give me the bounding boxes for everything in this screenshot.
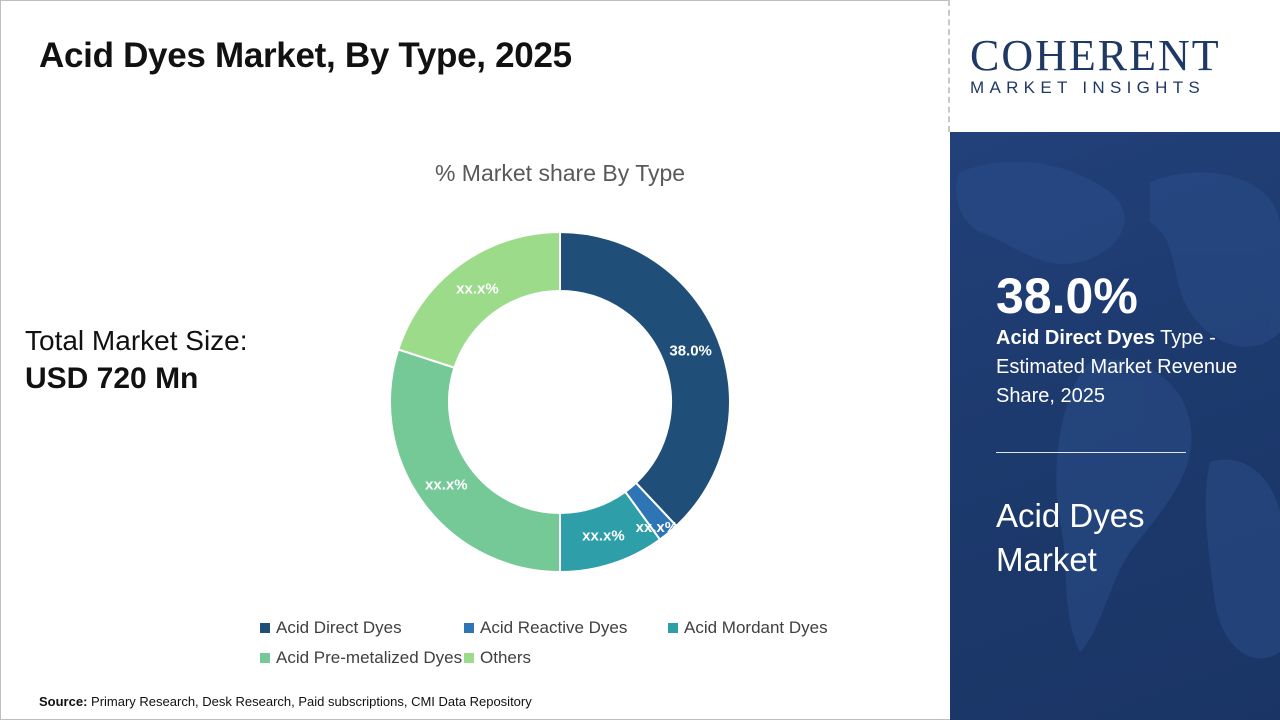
- legend-swatch: [668, 623, 678, 633]
- legend-label: Others: [480, 648, 532, 667]
- logo-tagline: MARKET INSIGHTS: [970, 78, 1206, 97]
- slice-acid-pre-metalized-dyes: [389, 348, 561, 574]
- logo-wordmark: COHERENT: [970, 31, 1221, 80]
- panel-divider: [996, 452, 1186, 453]
- legend-item-acid-premetalized: Acid Pre-metalized Dyes: [260, 648, 462, 668]
- total-market-value: USD 720 Mn: [25, 362, 199, 395]
- legend-item-acid-mordant: Acid Mordant Dyes: [668, 618, 828, 638]
- divider: [948, 0, 950, 132]
- legend-item-others: Others: [464, 648, 531, 668]
- legend-label: Acid Mordant Dyes: [684, 618, 828, 637]
- legend-swatch: [260, 653, 270, 663]
- legend-label: Acid Reactive Dyes: [480, 618, 628, 637]
- slice-others: [397, 230, 561, 369]
- highlight-panel: 38.0% Acid Direct Dyes Type - Estimated …: [950, 132, 1280, 720]
- legend-swatch: [464, 653, 474, 663]
- market-name: Acid Dyes Market: [996, 497, 1145, 578]
- highlight-suffix: Type - Estimated Market Revenue Share, 2…: [996, 327, 1238, 407]
- total-market-label: Total Market Size:: [25, 325, 248, 356]
- company-logo: COHERENT MARKET INSIGHTS: [950, 0, 1280, 132]
- chart-title: % Market share By Type: [434, 160, 686, 186]
- legend-swatch: [464, 623, 474, 633]
- donut-chart: 38.0% xx.x% xx.x% xx.x% xx.x%: [389, 230, 731, 574]
- data-label-acid-reactive-dyes: xx.x%: [636, 519, 679, 536]
- highlight-percent: 38.0%: [996, 268, 1138, 324]
- source-note: Source: Primary Research, Desk Research,…: [39, 694, 532, 709]
- legend-item-acid-reactive: Acid Reactive Dyes: [464, 618, 627, 638]
- world-map-background: [956, 161, 1280, 659]
- data-label-acid-mordant-dyes: xx.x%: [582, 528, 625, 545]
- page-title: Acid Dyes Market, By Type, 2025: [39, 36, 572, 75]
- data-label-acid-direct-dyes: 38.0%: [669, 342, 712, 359]
- legend-swatch: [260, 623, 270, 633]
- legend-label: Acid Pre-metalized Dyes: [276, 648, 463, 667]
- source-label: Source:: [39, 694, 88, 709]
- legend-item-acid-direct: Acid Direct Dyes: [260, 618, 402, 638]
- data-label-others: xx.x%: [456, 280, 499, 297]
- legend-label: Acid Direct Dyes: [276, 618, 402, 637]
- source-text: Primary Research, Desk Research, Paid su…: [91, 694, 532, 709]
- highlight-segment: Acid Direct Dyes: [996, 327, 1155, 349]
- highlight-description: Acid Direct Dyes Type - Estimated Market…: [996, 324, 1266, 411]
- data-label-acid-pre-metalized-dyes: xx.x%: [425, 477, 468, 494]
- slice-acid-direct-dyes: [559, 230, 731, 528]
